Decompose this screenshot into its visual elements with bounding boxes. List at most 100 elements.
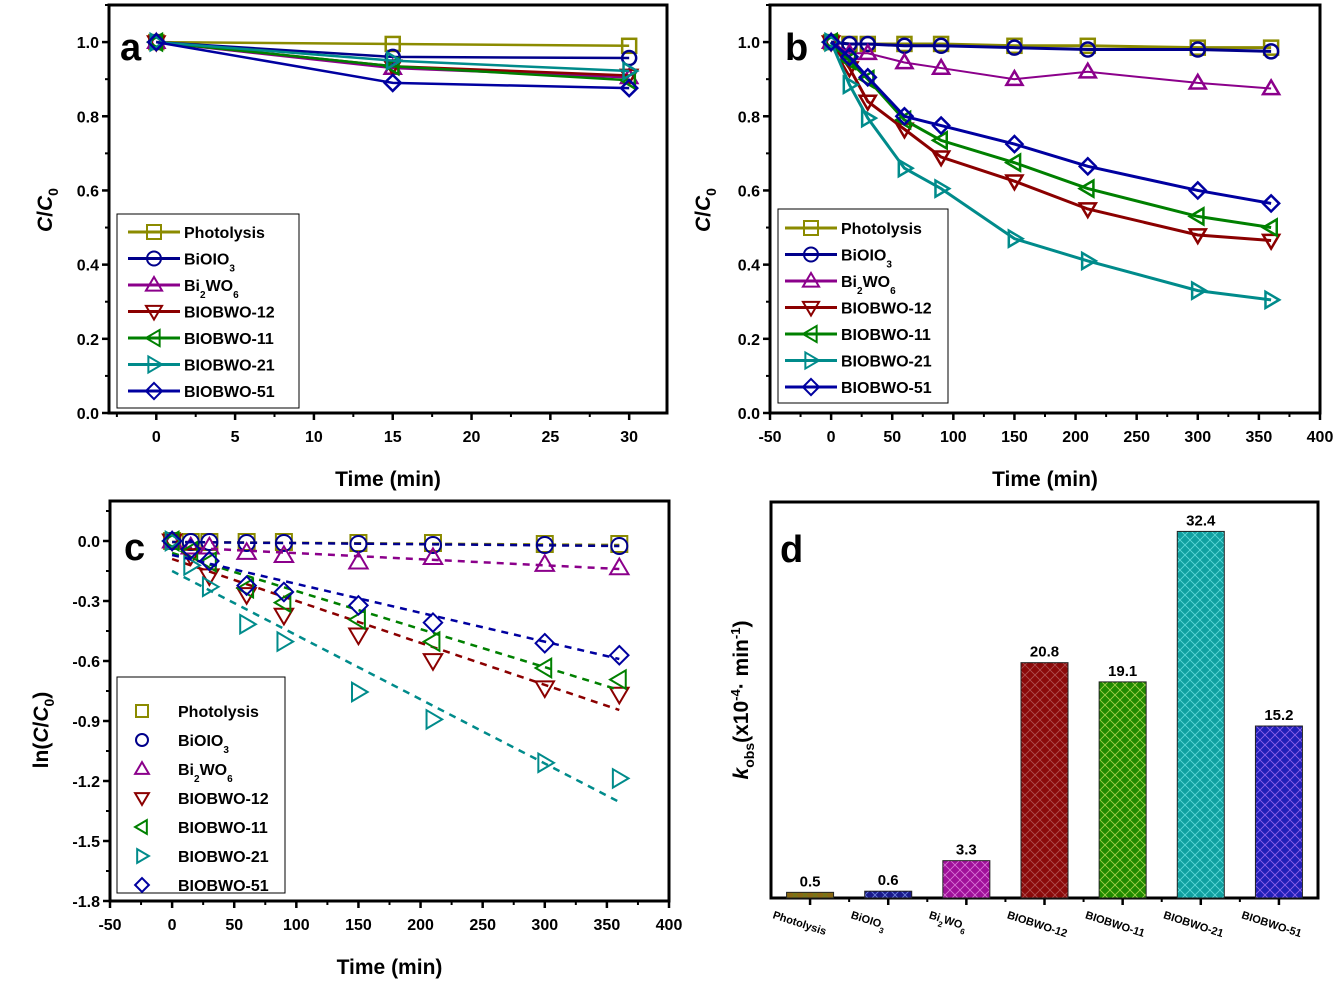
data-point (533, 680, 556, 699)
square-marker-icon (135, 704, 149, 718)
x-tick-label: 350 (594, 917, 621, 934)
data-point (235, 541, 258, 560)
triangle-up-marker-icon (133, 760, 151, 775)
data-point (1080, 250, 1099, 272)
legend-item-photolysis: Photolysis (785, 220, 922, 238)
data-point (347, 627, 370, 647)
data-point (382, 73, 403, 93)
category-label: BIOBWO-21 (1162, 909, 1225, 940)
data-point (1077, 61, 1099, 79)
triangle-left-marker-icon (800, 324, 818, 344)
x-tick-label: 350 (1246, 429, 1273, 446)
data-point (239, 613, 258, 636)
data-point (608, 644, 630, 666)
legend-label: BIOBWO-51 (184, 384, 275, 401)
series-biobwo-21 (164, 530, 631, 804)
data-point (534, 632, 556, 654)
x-tick-label: 250 (469, 917, 496, 934)
x-tick-label: -50 (758, 429, 781, 446)
legend-label: BIOBWO-11 (178, 820, 268, 837)
legend-item-bi2wo6: Bi2WO6 (128, 274, 239, 301)
data-point (425, 708, 445, 731)
legend-item-biobwo-51: BIOBWO-51 (785, 377, 932, 397)
legend-item-bioio3: BiOIO3 (785, 246, 892, 271)
bar-value-label: 0.6 (878, 872, 899, 889)
y-tick-label: 0.8 (77, 109, 99, 126)
data-point (894, 106, 915, 127)
legend-item-bi2wo6: Bi2WO6 (133, 760, 233, 785)
bar-biobwo-21: 32.4 (1176, 512, 1225, 899)
data-point (535, 536, 554, 554)
legend-item-photolysis: Photolysis (128, 224, 265, 242)
legend-item-bioio3: BiOIO3 (135, 733, 229, 756)
legend-item-biobwo-51: BIOBWO-51 (128, 381, 275, 401)
data-point (821, 32, 841, 52)
data-point (1262, 43, 1280, 60)
data-point (272, 544, 295, 564)
panel-letter-a: a (120, 27, 142, 69)
data-point (161, 530, 183, 552)
fit-line (171, 553, 620, 661)
data-point (1260, 77, 1282, 96)
data-point (1187, 72, 1209, 90)
data-point (930, 57, 952, 75)
data-point (608, 686, 631, 706)
data-point (842, 74, 860, 95)
legend-label: BIOBWO-12 (184, 305, 275, 322)
data-point (533, 657, 553, 679)
bar-value-label: 20.8 (1030, 644, 1059, 661)
data-point (347, 608, 366, 631)
y-tick-label: -1.8 (72, 894, 100, 911)
x-tick-label: 100 (940, 429, 967, 446)
legend-item-photolysis: Photolysis (135, 704, 259, 721)
x-tick-label: 20 (463, 429, 481, 446)
data-point (272, 591, 292, 614)
data-point (1187, 180, 1208, 201)
bar-bi2wo6: 3.3 (942, 842, 991, 899)
x-tick-label: 300 (531, 917, 558, 934)
legend-label: Bi2WO6 (178, 762, 233, 785)
data-point (1077, 178, 1095, 199)
legend-label: Photolysis (841, 221, 922, 238)
category-label: BIOBWO-11 (1084, 909, 1146, 939)
panel-a: 0 5 10 15 20 25 30 0.0 0.2 0.4 0.6 0.8 1.0 Time (min)… (34, 3, 669, 491)
data-point (608, 556, 631, 576)
legend-label: BiOIO3 (184, 252, 235, 275)
bar-value-label: 19.1 (1108, 663, 1137, 680)
legend-label: BIOBWO-21 (841, 354, 932, 371)
data-point (859, 35, 877, 53)
series-line (830, 41, 1272, 230)
bar-biobwo-12: 20.8 (1020, 644, 1069, 899)
circle-marker-icon (135, 733, 149, 747)
legend: Photolysis BiOIO3 Bi2WO6 BIOBWO-12 BIOBWO-11… (777, 208, 949, 404)
y-tick-label: 1.0 (738, 35, 760, 52)
data-point (236, 574, 258, 597)
triangle-up-marker-icon (144, 274, 164, 292)
panel-b: -50 0 50 100 150 200 250 300 350 400 0.0 0.2 0.4 0.6 0… (692, 3, 1333, 491)
series-biobwo-11 (820, 31, 1278, 238)
diamond-marker-icon (801, 377, 821, 397)
data-point (422, 546, 444, 566)
fit-line (172, 545, 620, 571)
data-point (1187, 206, 1205, 227)
legend-label: BIOBWO-21 (178, 849, 269, 866)
data-point (1006, 39, 1023, 56)
x-tick-label: 25 (541, 429, 559, 446)
y-tick-label: 0.8 (738, 109, 760, 126)
y-axis-title: kobs(x10-4· min-1) (728, 621, 757, 780)
x-tick-label: 15 (384, 429, 402, 446)
panel-letter-d: d (780, 529, 803, 571)
x-tick-label: 200 (407, 917, 434, 934)
bar (786, 891, 835, 899)
data-point (351, 681, 370, 703)
x-tick-label: 150 (345, 917, 372, 934)
y-tick-label: 0.6 (738, 183, 760, 200)
data-point (857, 42, 879, 61)
data-point (347, 550, 370, 570)
y-tick-label: -0.9 (72, 714, 100, 731)
data-point (537, 751, 556, 774)
bar-value-label: 32.4 (1186, 512, 1216, 529)
panel-d: 0.5 Photolysis 0.6 BiOIO3 3.3 Bi2WO6 20.8 BIOBW… (728, 500, 1320, 940)
data-point (1007, 228, 1025, 249)
series-biobwo-21 (149, 31, 640, 82)
